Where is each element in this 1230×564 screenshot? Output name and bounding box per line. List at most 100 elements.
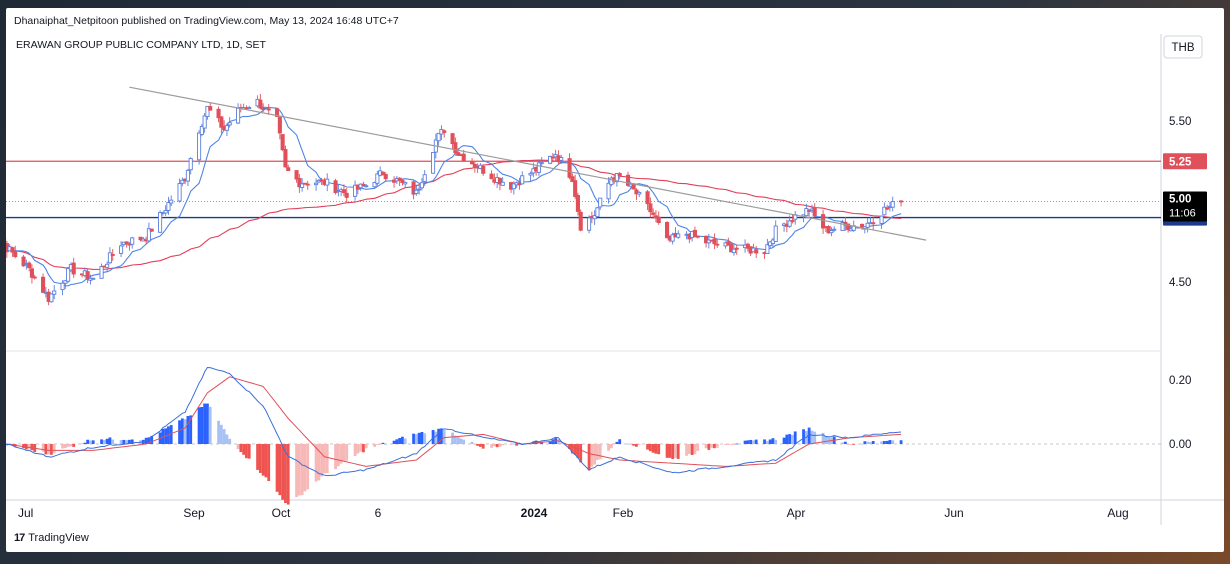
macd-histogram-bar [704, 444, 708, 449]
macd-histogram-bar [91, 440, 95, 444]
candle-body [41, 276, 46, 293]
candle-body [832, 228, 837, 231]
candle [453, 137, 458, 156]
macd-histogram-bar [648, 444, 652, 452]
tradingview-brand: TradingView [28, 532, 89, 544]
candle [21, 254, 26, 267]
macd-histogram-bar [593, 444, 597, 465]
candle [333, 178, 338, 195]
candle-body [169, 199, 174, 204]
candle-body [645, 191, 650, 205]
macd-histogram-bar [612, 443, 616, 445]
candle [573, 174, 578, 200]
candle-body [676, 233, 681, 238]
macd-histogram-bar [654, 444, 658, 454]
candle [500, 176, 505, 186]
candle-body [91, 277, 96, 280]
macd-histogram-bar [219, 424, 223, 444]
macd-histogram-bar [342, 444, 346, 462]
macd-histogram-bar [559, 443, 563, 444]
macd-histogram-bar [108, 437, 112, 444]
macd-histogram-bar [743, 440, 747, 444]
candle [840, 219, 845, 231]
candle-body [32, 276, 37, 279]
macd-histogram-bar [180, 418, 184, 444]
candle-body [573, 180, 578, 197]
time-tick-label: Feb [613, 506, 634, 520]
candle-body [511, 183, 516, 190]
chart-svg[interactable]: ERAWAN GROUP PUBLIC COMPANY LTD, 1D, SET… [6, 8, 1224, 552]
candle-body [197, 132, 202, 161]
candle-body [277, 117, 282, 134]
macd-histogram-bar [420, 431, 424, 444]
macd-histogram-bar [178, 420, 181, 444]
macd-histogram-bar [866, 441, 870, 444]
candle-body [258, 99, 263, 109]
candle [812, 203, 817, 218]
macd-histogram-bar [52, 444, 56, 454]
time-tick-label: Sep [183, 506, 205, 520]
candle-body [305, 183, 310, 186]
candle-body [294, 170, 299, 180]
macd-histogram-bar [707, 444, 711, 450]
publisher-line: Dhanaiphat_Netpitoon published on Tradin… [14, 15, 399, 27]
candle-body [500, 181, 505, 186]
macd-signal-line [6, 376, 902, 467]
candle-body [665, 222, 670, 239]
candle-body [375, 173, 380, 184]
candle-body [353, 184, 358, 197]
candle [177, 178, 182, 203]
currency-label: THB [1172, 42, 1195, 54]
candle-body [442, 130, 447, 133]
macd-histogram-bar [440, 428, 443, 444]
candle-body [617, 173, 622, 177]
candle-body [453, 142, 458, 154]
candle-body [614, 173, 619, 183]
macd-histogram-bar [245, 444, 248, 459]
macd-histogram-bar [768, 439, 772, 444]
macd-histogram-bar [161, 428, 165, 444]
candle-body [489, 173, 494, 180]
price-axis-area[interactable] [1161, 34, 1224, 525]
macd-histogram-bar [186, 416, 190, 444]
macd-histogram-bar [763, 439, 766, 444]
candle-body [13, 251, 18, 258]
macd-histogram-bar [242, 444, 246, 455]
macd-histogram-bar [629, 444, 633, 445]
candle [614, 173, 619, 187]
candle-body [536, 162, 541, 173]
bar-countdown: 11:06 [1169, 208, 1196, 220]
macd-histogram-bar [69, 444, 73, 447]
macd-histogram-bar [587, 444, 591, 471]
macd-histogram-bar [11, 444, 14, 445]
candle-body [361, 183, 366, 187]
time-tick-label: Jun [944, 506, 963, 520]
candle [899, 200, 904, 207]
candle-body [787, 220, 792, 227]
macd-histogram-bar [63, 444, 67, 449]
tradingview-logo-icon: 17 [14, 532, 25, 544]
macd-histogram-bar [590, 444, 594, 467]
resistance-price-badge-bg[interactable] [1163, 153, 1207, 170]
currency-button[interactable] [1163, 35, 1203, 59]
macd-histogram-bar [225, 434, 229, 444]
macd-histogram-bar [635, 444, 638, 447]
candle [821, 209, 826, 234]
last-price-badge-bg[interactable] [1163, 191, 1207, 222]
candle [414, 184, 419, 196]
candle [294, 170, 299, 183]
candle [729, 241, 734, 253]
tradingview-logo[interactable]: 17 TradingView [14, 532, 89, 544]
macd-histogram-bar [417, 432, 421, 444]
candle-body [472, 163, 477, 168]
candle-body [704, 235, 709, 244]
candle [575, 192, 580, 216]
candle [651, 208, 656, 219]
candle [297, 173, 302, 193]
candle [578, 209, 583, 232]
macd-histogram-bar [849, 444, 853, 445]
candle-body [60, 282, 65, 291]
candle [283, 145, 288, 168]
macd-histogram-bar [275, 444, 279, 492]
candle [29, 264, 34, 284]
